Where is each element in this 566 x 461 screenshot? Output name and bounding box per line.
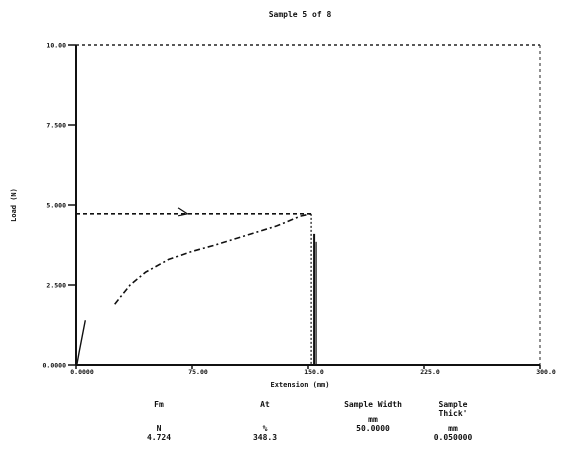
- result-fm-unit: N: [156, 424, 162, 433]
- result-thick: Sample Thick' mm 0.050000: [398, 400, 508, 442]
- result-fm: Fm N 4.724: [104, 400, 214, 442]
- result-width-unit: mm: [368, 415, 378, 424]
- max-load-arrow: [177, 207, 189, 217]
- x-axis-label: Extension (mm): [270, 381, 329, 389]
- result-width-header: Sample Width: [344, 400, 402, 409]
- x-tick-label: 0.0000: [70, 368, 94, 376]
- x-tick-label: 150.0: [304, 368, 324, 376]
- result-thick-value: 0.050000: [433, 433, 473, 442]
- result-at-unit: %: [262, 424, 268, 433]
- result-width: Sample Width mm 50.0000: [318, 400, 428, 433]
- x-tick-label: 225.0: [420, 368, 440, 376]
- result-fm-header: Fm: [154, 400, 164, 409]
- y-tick-label: 2.500: [46, 282, 66, 290]
- ticks: 0.0000 2.500 5.000 7.500 10.00 0.0000 75.00 150…: [43, 42, 556, 377]
- y-tick-label: 0.0000: [43, 362, 67, 370]
- result-thick-unit: mm: [448, 424, 458, 433]
- results-table: Fm N 4.724 At % 348.3 Sample Width mm 50…: [0, 400, 566, 461]
- result-width-value: 50.0000: [356, 424, 390, 433]
- result-at-value: 348.3: [252, 433, 278, 442]
- result-thick-header: Sample Thick': [438, 400, 468, 418]
- result-at-header: At: [260, 400, 270, 409]
- x-tick-label: 75.00: [188, 368, 208, 376]
- x-tick-label: 300.0: [536, 368, 556, 376]
- series-line: [114, 213, 312, 305]
- y-axis-label: Load (N): [10, 188, 18, 222]
- series-line-initial: [76, 320, 86, 366]
- y-tick-label: 10.00: [46, 42, 66, 50]
- y-tick-label: 7.500: [46, 122, 66, 130]
- y-tick-label: 5.000: [46, 202, 66, 210]
- series-layer: [76, 207, 317, 366]
- result-fm-value: 4.724: [146, 433, 172, 442]
- chart-title: Sample 5 of 8: [269, 10, 332, 19]
- result-at: At % 348.3: [210, 400, 320, 442]
